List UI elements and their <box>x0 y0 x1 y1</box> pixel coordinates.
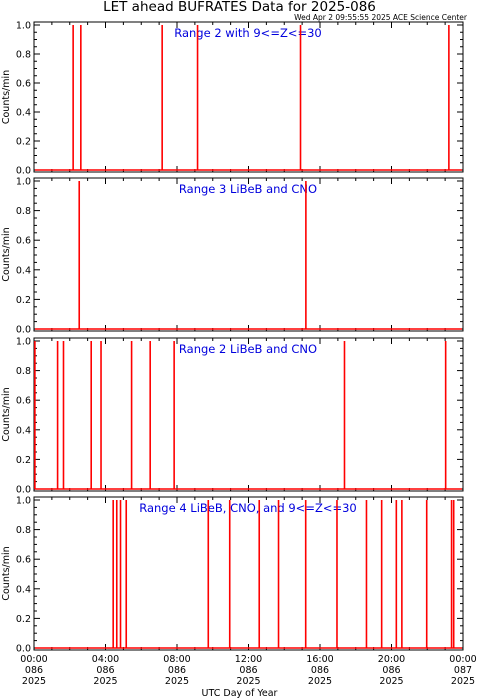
y-tick-label: 0.8 <box>16 206 31 217</box>
x-tick-label-doy: 086 <box>239 665 257 676</box>
x-axis-label: UTC Day of Year <box>201 688 278 699</box>
x-tick-label-time: 00:00 <box>20 654 47 665</box>
y-tick-label: 0.2 <box>16 137 31 148</box>
y-tick-label: 1.0 <box>16 496 31 507</box>
x-tick-label-year: 2025 <box>308 676 332 687</box>
x-tick-label-year: 2025 <box>236 676 260 687</box>
y-axis-label: Counts/min <box>1 387 12 441</box>
y-tick-label: 0.2 <box>16 455 31 466</box>
x-tick-label-year: 2025 <box>93 676 117 687</box>
y-tick-label: 0.0 <box>16 325 31 336</box>
panel-frame <box>33 177 464 332</box>
y-tick-label: 0.6 <box>16 236 31 247</box>
x-tick-label-year: 2025 <box>379 676 403 687</box>
y-tick-label: 0.6 <box>16 555 31 566</box>
x-tick-label-time: 00:00 <box>449 654 476 665</box>
x-tick-label-doy: 086 <box>96 665 114 676</box>
y-tick-label: 0.2 <box>16 614 31 625</box>
y-tick-label: 0.8 <box>16 525 31 536</box>
y-tick-label: 0.4 <box>16 425 31 436</box>
y-tick-label: 0.2 <box>16 295 31 306</box>
panel-title: Range 4 LiBeB, CNO, and 9<=Z<=30 <box>139 501 357 515</box>
y-tick-label: 0.6 <box>16 396 31 407</box>
y-axis-label: Counts/min <box>1 546 12 600</box>
y-tick-label: 1.0 <box>16 21 31 32</box>
y-tick-label: 1.0 <box>16 177 31 188</box>
x-tick-label-doy: 086 <box>311 665 329 676</box>
x-tick-label-year: 2025 <box>22 676 46 687</box>
x-tick-label-year: 2025 <box>165 676 189 687</box>
x-tick-label-doy: 086 <box>25 665 43 676</box>
y-tick-label: 0.8 <box>16 50 31 61</box>
x-tick-label-time: 08:00 <box>163 654 190 665</box>
x-tick-label-doy: 086 <box>382 665 400 676</box>
y-axis-label: Counts/min <box>1 70 12 124</box>
x-tick-label-doy: 087 <box>454 665 472 676</box>
y-tick-label: 0.0 <box>16 485 31 496</box>
y-tick-label: 0.0 <box>16 644 31 655</box>
y-tick-label: 0.4 <box>16 265 31 276</box>
panel-frame <box>33 21 464 173</box>
y-tick-label: 0.0 <box>16 166 31 177</box>
y-tick-label: 0.4 <box>16 108 31 119</box>
y-tick-label: 0.8 <box>16 366 31 377</box>
panel-frame <box>33 496 464 651</box>
x-tick-label-time: 04:00 <box>92 654 119 665</box>
y-axis-label: Counts/min <box>1 227 12 281</box>
x-tick-label-time: 12:00 <box>235 654 262 665</box>
panel-title: Range 3 LiBeB and CNO <box>179 182 317 196</box>
y-tick-label: 0.4 <box>16 584 31 595</box>
panel-frame <box>33 337 464 492</box>
page-title: LET ahead BUFRATES Data for 2025-086 <box>103 0 376 15</box>
timestamp: Wed Apr 2 09:55:55 2025 ACE Science Cent… <box>294 13 467 22</box>
panel-title: Range 2 with 9<=Z<=30 <box>174 26 322 40</box>
x-tick-label-time: 16:00 <box>306 654 333 665</box>
x-tick-label-year: 2025 <box>451 676 475 687</box>
panel-title: Range 2 LiBeB and CNO <box>179 342 317 356</box>
x-tick-label-doy: 086 <box>168 665 186 676</box>
y-tick-label: 1.0 <box>16 337 31 348</box>
x-tick-label-time: 20:00 <box>378 654 405 665</box>
y-tick-label: 0.6 <box>16 79 31 90</box>
